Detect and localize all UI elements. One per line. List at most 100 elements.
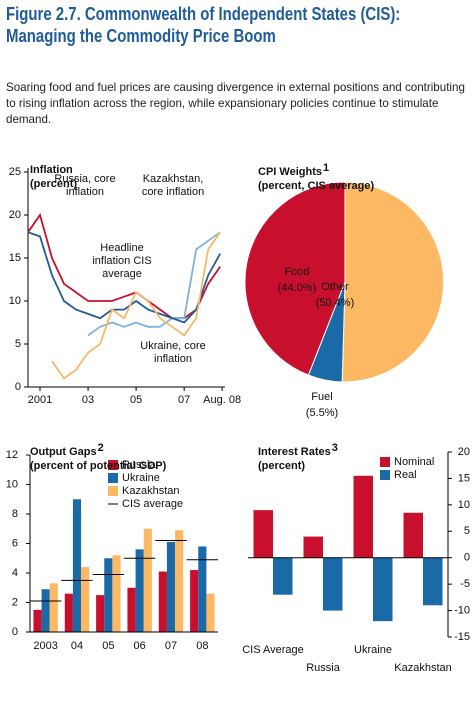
x-tick-label: Ukraine [354, 644, 392, 656]
x-tick-label: 07 [165, 640, 177, 652]
chart-subtitle: (percent of potential GDP) [30, 460, 167, 472]
slice-value-label: (44.0%) [277, 282, 317, 294]
bar [403, 512, 423, 558]
slice-label: Food [284, 266, 310, 278]
bar [190, 570, 199, 632]
footnote-marker: 1 [323, 162, 329, 174]
slice-value-label: (5.5%) [305, 407, 339, 419]
x-tick-label: 2003 [33, 640, 57, 652]
y-tick-label: 5 [464, 525, 470, 537]
bar [49, 583, 58, 632]
bar [72, 499, 82, 632]
legend-swatch [380, 457, 390, 467]
bar [273, 557, 293, 595]
y-tick-label: 5 [15, 338, 21, 350]
chart-title: Output Gaps [30, 446, 97, 458]
y-tick-label: 15 [9, 252, 21, 264]
bar [81, 567, 90, 632]
series-label: Ukraine, core inflation [140, 340, 206, 365]
legend-label: Real [394, 469, 417, 481]
footnote-marker: 3 [332, 442, 338, 454]
bar [353, 475, 373, 558]
chart-title: CPI Weights [258, 166, 322, 178]
series-label: Headline inflation CIS average [92, 242, 152, 280]
bar [198, 546, 207, 632]
legend-swatch [108, 460, 118, 470]
x-tick-label: 06 [134, 640, 146, 652]
legend-label: CIS average [122, 498, 183, 510]
chart-subtitle: (percent) [258, 460, 305, 472]
legend-label: Kazakhstan [122, 485, 179, 497]
bar [41, 589, 50, 632]
bar [64, 593, 73, 632]
footnote-marker: 2 [98, 442, 104, 454]
x-tick-label: Kazakhstan [394, 662, 451, 674]
x-tick-label: Russia [306, 662, 341, 674]
chart-title: Interest Rates [258, 446, 331, 458]
y-tick-label: 12 [6, 449, 18, 461]
bar [166, 542, 176, 632]
y-tick-label: 2 [12, 596, 18, 608]
bar [206, 593, 215, 632]
x-tick-label: Aug. 08 [203, 394, 241, 406]
y-tick-label: 0 [12, 626, 18, 638]
bar [423, 557, 443, 606]
y-tick-label: -10 [454, 604, 470, 616]
figure-title: Managing the Commodity Price Boom [6, 26, 276, 46]
y-tick-label: 0 [15, 381, 21, 393]
pie-slice [244, 181, 346, 376]
slice-label: Fuel [311, 391, 333, 403]
y-tick-label: 0 [464, 552, 470, 564]
bar [303, 536, 323, 558]
y-tick-label: 20 [458, 446, 470, 458]
y-tick-label: 4 [12, 567, 18, 579]
line-series [51, 231, 221, 380]
x-tick-label: 05 [130, 394, 142, 406]
bar [143, 528, 152, 632]
bar [112, 555, 121, 632]
y-tick-label: 8 [12, 508, 18, 520]
x-tick-label: CIS Average [242, 644, 304, 656]
y-tick-label: 10 [458, 499, 470, 511]
chart-subtitle: (percent) [30, 178, 77, 190]
y-tick-label: 25 [9, 166, 21, 178]
bar [104, 558, 113, 632]
bar [373, 557, 393, 622]
x-tick-label: 07 [178, 394, 190, 406]
legend-swatch [380, 470, 390, 480]
pie-slice [341, 181, 445, 383]
series-label: Russia, core inflation [54, 173, 116, 198]
chart-title: Inflation [30, 164, 73, 176]
y-tick-label: 10 [9, 295, 21, 307]
intro-text: Soaring food and fuel prices are causing… [6, 81, 465, 126]
legend-swatch [108, 473, 118, 483]
y-tick-label: 10 [6, 478, 18, 490]
line-series [87, 231, 221, 337]
y-tick-label: 20 [9, 209, 21, 221]
legend-swatch [108, 486, 118, 496]
x-tick-label: 05 [102, 640, 114, 652]
slice-label: Other [321, 281, 349, 293]
x-tick-label: 03 [82, 394, 94, 406]
y-tick-label: -15 [454, 631, 470, 643]
x-tick-label: 04 [71, 640, 83, 652]
figure-title: Figure 2.7. Commonwealth of Independent … [6, 4, 401, 24]
bar [253, 510, 273, 558]
series-label: Kazakhstan, core inflation [141, 173, 205, 198]
y-tick-label: 15 [458, 472, 470, 484]
slice-value-label: (50.4%) [315, 297, 355, 309]
bar [158, 571, 167, 632]
legend-label: Nominal [394, 456, 434, 468]
y-tick-label: 6 [12, 537, 18, 549]
bar [135, 549, 144, 632]
y-tick-label: -5 [460, 578, 470, 590]
bar [96, 595, 105, 632]
line-series [27, 231, 221, 324]
legend-label: Russia [122, 459, 157, 471]
bar [33, 609, 42, 632]
bar [323, 557, 343, 611]
x-tick-label: 2001 [28, 394, 52, 406]
bar [127, 587, 136, 632]
chart-subtitle: (percent, CIS average) [258, 180, 374, 192]
